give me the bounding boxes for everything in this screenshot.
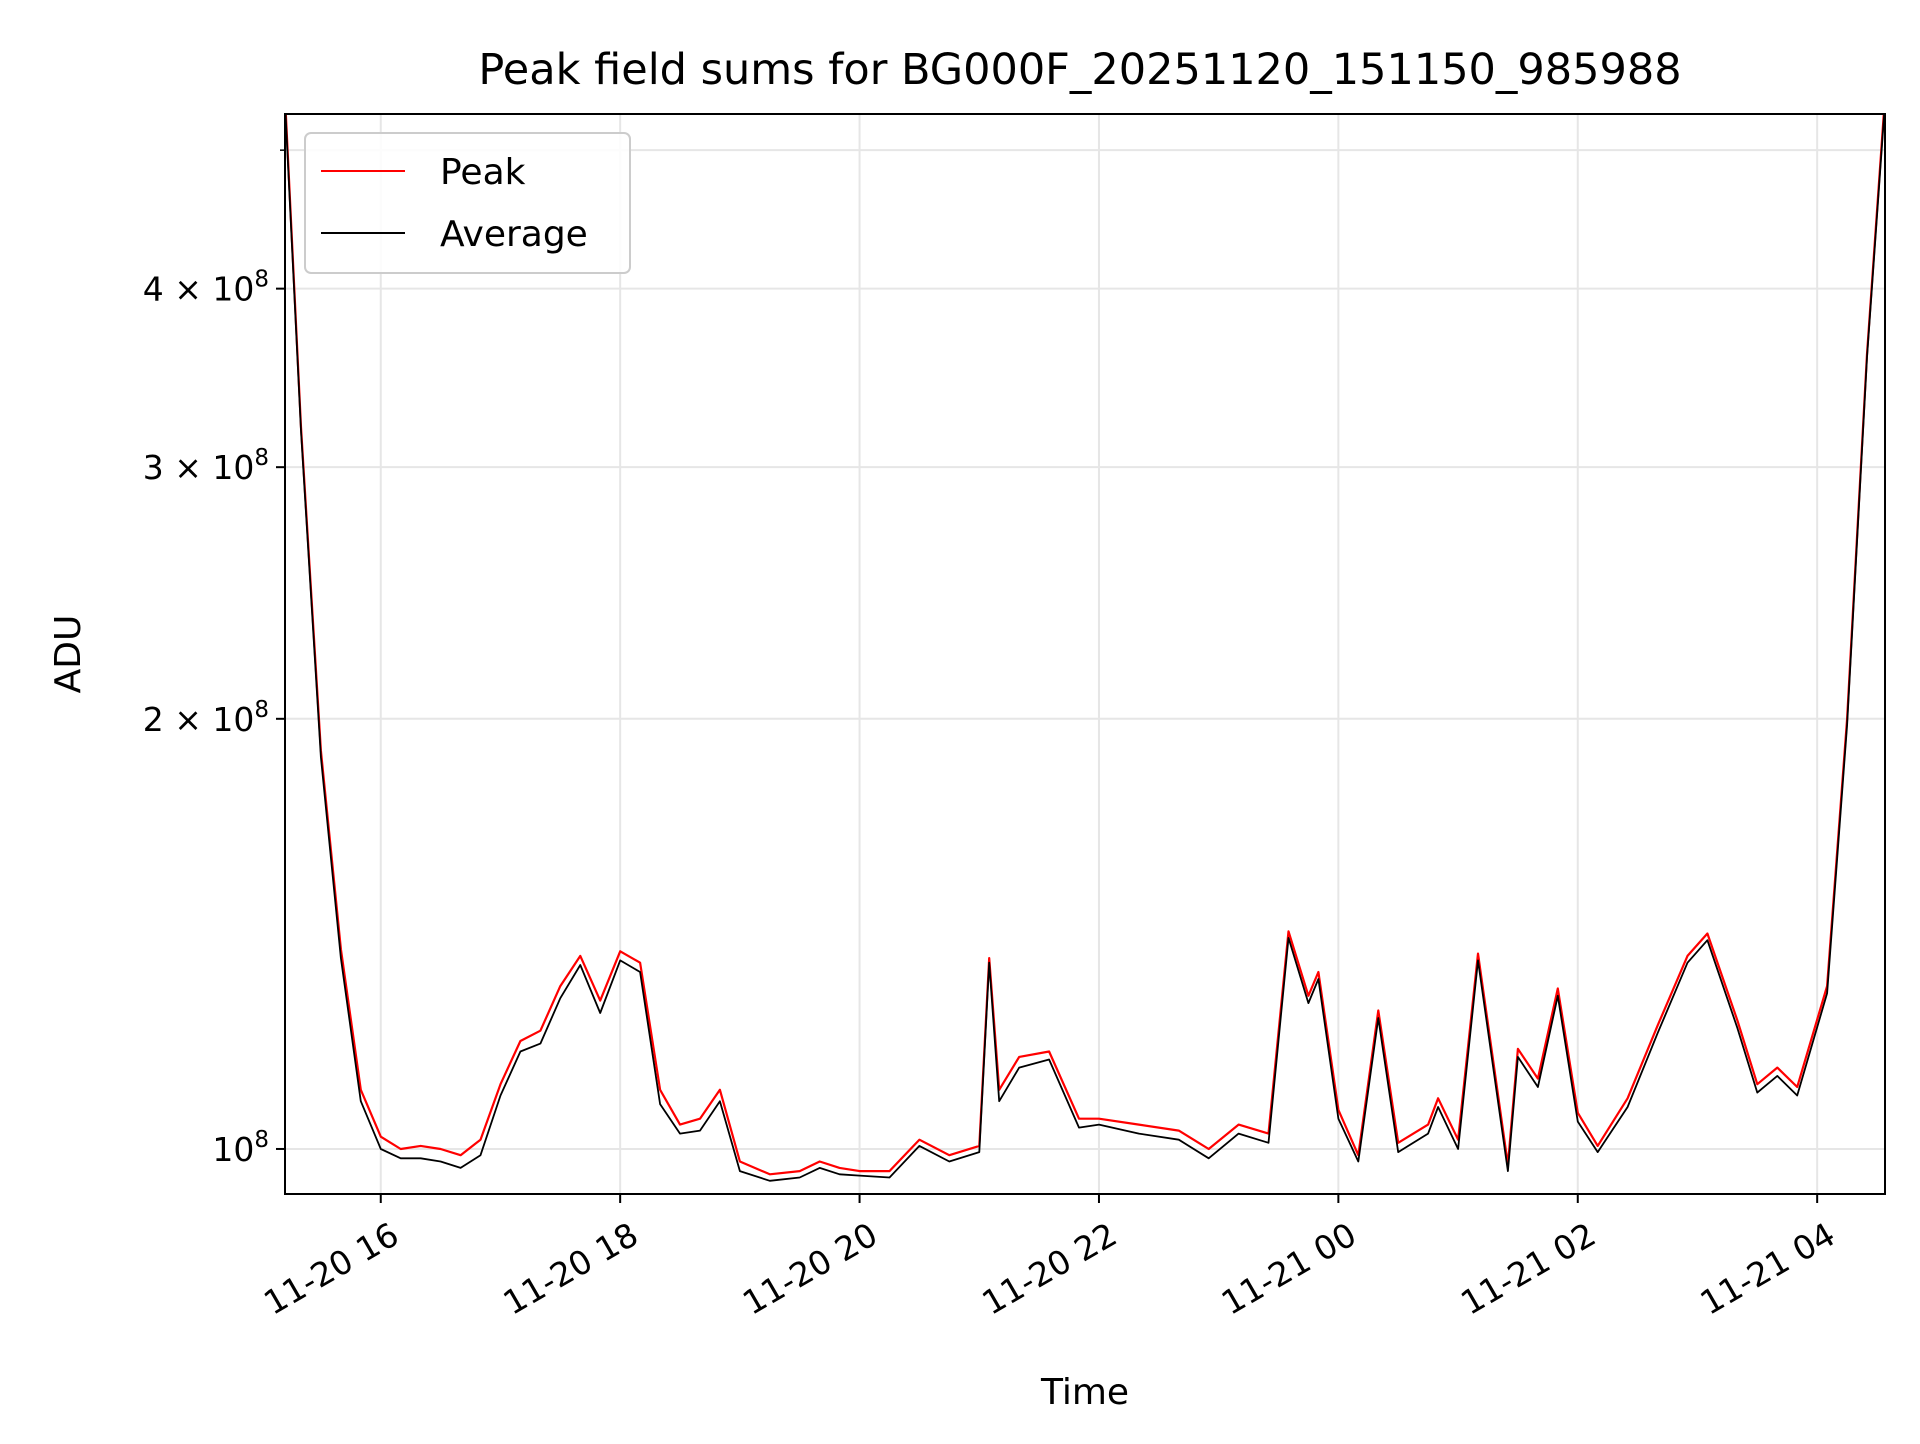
x-tick-label: 11-21 04 (1694, 1215, 1842, 1323)
x-tick-label: 11-21 02 (1454, 1215, 1602, 1323)
series-line-peak (285, 114, 1885, 1176)
x-tick-label: 11-20 20 (736, 1215, 884, 1323)
legend: Peak Average (304, 132, 631, 274)
y-axis-ticks: 108 2 × 108 3 × 108 4 × 108 (143, 149, 285, 1169)
x-tick-label: 11-20 18 (497, 1215, 645, 1323)
x-tick-label: 11-20 16 (257, 1215, 405, 1323)
legend-label: Peak (440, 152, 526, 193)
plot-frame (284, 113, 1886, 1195)
legend-box (304, 132, 631, 274)
x-axis-label: Time (1040, 1372, 1129, 1413)
plot-background (285, 114, 1885, 1194)
chart-title: Peak field sums for BG000F_20251120_1511… (478, 45, 1681, 95)
x-tick-label: 11-21 00 (1215, 1215, 1363, 1323)
y-tick-label: 4 × 108 (143, 267, 269, 309)
x-axis-ticks: 11-20 16 11-20 18 11-20 20 11-20 22 11-21 00… (257, 1194, 1842, 1323)
y-axis-label: ADU (48, 615, 89, 694)
series-lines (285, 114, 1885, 1182)
legend-label: Average (440, 214, 588, 255)
y-tick-label: 108 (212, 1127, 269, 1169)
y-tick-label: 2 × 108 (143, 697, 269, 739)
y-tick-label: 3 × 108 (143, 445, 269, 487)
series-line-average (285, 114, 1885, 1182)
x-tick-label: 11-20 22 (975, 1215, 1123, 1323)
